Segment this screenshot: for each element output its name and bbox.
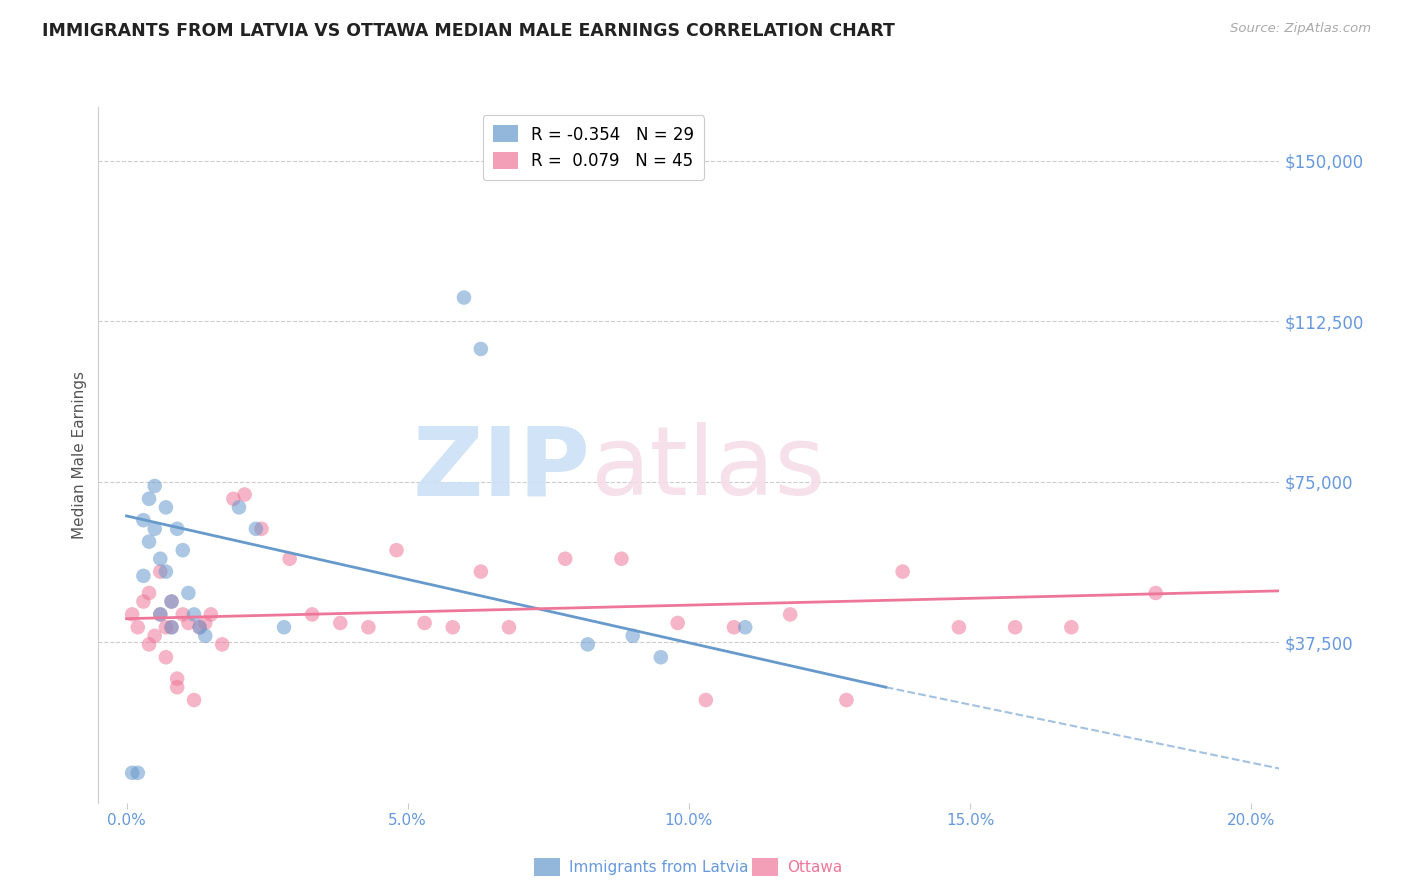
Point	[470, 565, 492, 579]
Point	[835, 693, 858, 707]
Point	[160, 594, 183, 608]
Point	[149, 551, 172, 566]
Point	[155, 500, 177, 515]
Point	[194, 615, 217, 630]
Point	[138, 491, 160, 506]
Point	[138, 637, 160, 651]
Point	[132, 594, 155, 608]
Y-axis label: Median Male Earnings: Median Male Earnings	[72, 371, 87, 539]
Point	[734, 620, 756, 634]
Text: atlas: atlas	[591, 422, 825, 516]
Point	[650, 650, 672, 665]
Point	[160, 620, 183, 634]
Point	[228, 500, 250, 515]
Point	[245, 522, 267, 536]
Point	[149, 565, 172, 579]
Point	[166, 672, 188, 686]
Point	[273, 620, 295, 634]
Point	[301, 607, 323, 622]
Point	[329, 615, 352, 630]
Point	[233, 487, 256, 501]
Point	[143, 479, 166, 493]
Text: Immigrants from Latvia: Immigrants from Latvia	[569, 860, 749, 874]
Point	[188, 620, 211, 634]
Point	[1004, 620, 1026, 634]
Text: ZIP: ZIP	[412, 422, 591, 516]
Point	[160, 594, 183, 608]
Point	[160, 620, 183, 634]
Point	[155, 565, 177, 579]
Point	[127, 620, 149, 634]
Point	[1060, 620, 1083, 634]
Point	[172, 607, 194, 622]
Point	[498, 620, 520, 634]
Point	[610, 551, 633, 566]
Point	[149, 607, 172, 622]
Point	[194, 629, 217, 643]
Point	[143, 629, 166, 643]
Point	[576, 637, 599, 651]
Point	[172, 543, 194, 558]
Point	[695, 693, 717, 707]
Point	[779, 607, 801, 622]
Point	[554, 551, 576, 566]
Point	[177, 586, 200, 600]
Point	[666, 615, 689, 630]
Point	[723, 620, 745, 634]
Point	[183, 693, 205, 707]
Point	[441, 620, 464, 634]
Point	[211, 637, 233, 651]
Point	[385, 543, 408, 558]
Point	[149, 607, 172, 622]
Point	[166, 680, 188, 694]
Point	[155, 620, 177, 634]
Point	[948, 620, 970, 634]
Point	[1144, 586, 1167, 600]
Point	[132, 513, 155, 527]
Point	[621, 629, 644, 643]
Point	[177, 615, 200, 630]
Point	[413, 615, 436, 630]
Point	[155, 650, 177, 665]
Point	[121, 765, 143, 780]
Point	[138, 586, 160, 600]
Point	[138, 534, 160, 549]
Text: Source: ZipAtlas.com: Source: ZipAtlas.com	[1230, 22, 1371, 36]
Point	[453, 291, 475, 305]
Point	[166, 522, 188, 536]
Point	[278, 551, 301, 566]
Point	[132, 569, 155, 583]
Text: IMMIGRANTS FROM LATVIA VS OTTAWA MEDIAN MALE EARNINGS CORRELATION CHART: IMMIGRANTS FROM LATVIA VS OTTAWA MEDIAN …	[42, 22, 896, 40]
Point	[357, 620, 380, 634]
Point	[222, 491, 245, 506]
Point	[143, 522, 166, 536]
Text: Ottawa: Ottawa	[787, 860, 842, 874]
Point	[200, 607, 222, 622]
Point	[121, 607, 143, 622]
Point	[470, 342, 492, 356]
Point	[188, 620, 211, 634]
Legend: R = -0.354   N = 29, R =  0.079   N = 45: R = -0.354 N = 29, R = 0.079 N = 45	[482, 115, 704, 180]
Point	[127, 765, 149, 780]
Point	[250, 522, 273, 536]
Point	[183, 607, 205, 622]
Point	[891, 565, 914, 579]
